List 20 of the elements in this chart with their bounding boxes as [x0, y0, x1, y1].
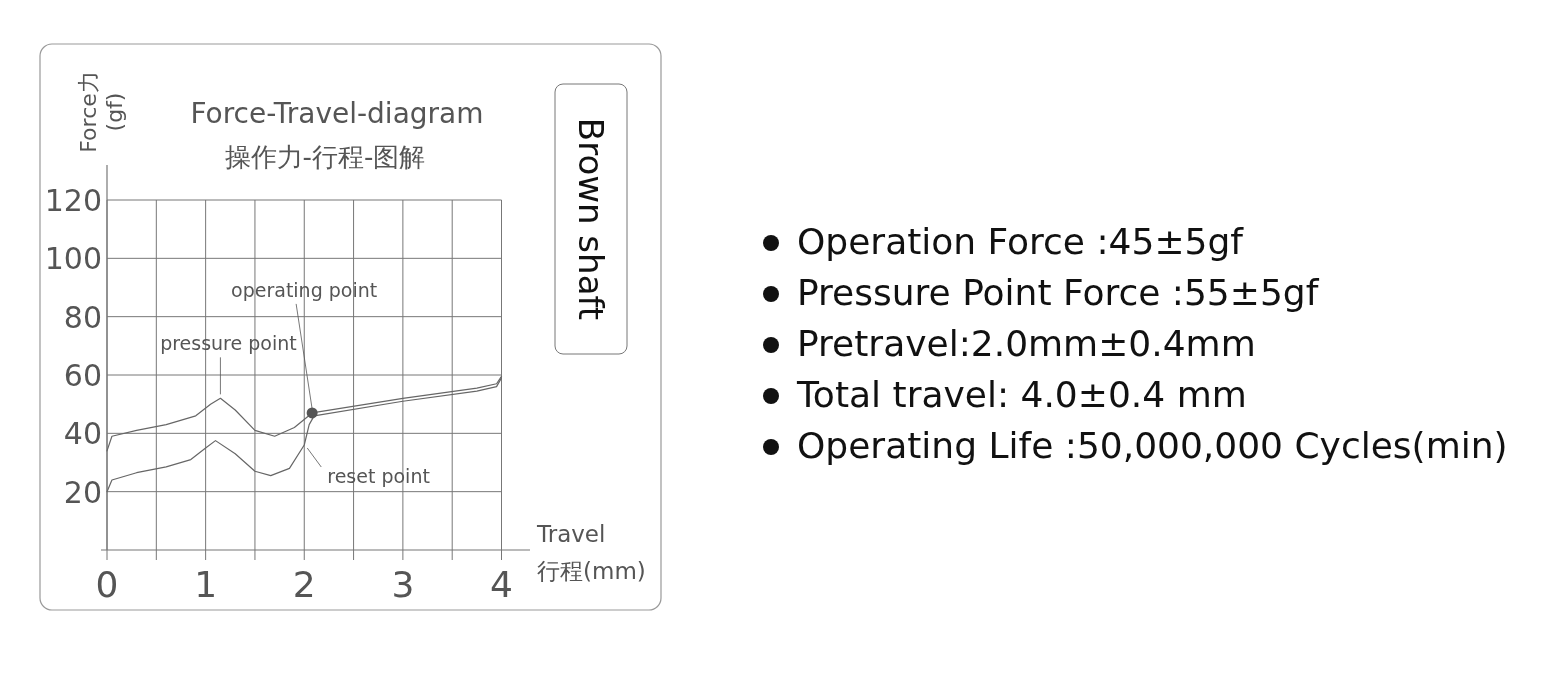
x-tick-label: 0	[95, 564, 119, 605]
y-tick-label: 20	[63, 474, 102, 510]
y-axis-title: Force力 (gf)	[76, 71, 127, 153]
text: Operation Force :45±5gf	[797, 221, 1245, 262]
x-axis-title: Travel 行程(mm)	[536, 521, 646, 584]
text: Pressure Point Force :55±5gf	[797, 272, 1320, 313]
text: Pretravel:2.0mm±0.4mm	[797, 323, 1256, 364]
y-tick-label: 100	[44, 241, 102, 277]
text: Total travel: 4.0±0.4 mm	[796, 374, 1247, 415]
chart-title: Force-Travel-diagram	[190, 97, 484, 130]
y-tick-label: 40	[63, 416, 102, 452]
y-tick-label: 80	[63, 299, 102, 335]
x-tick-label: 4	[490, 564, 513, 605]
text: Brown shaft	[571, 117, 611, 321]
x-tick-label: 1	[194, 564, 218, 605]
y-tick-label: 60	[63, 358, 102, 393]
y-tick-label: 120	[44, 183, 102, 218]
x-tick-label: 3	[391, 564, 415, 605]
x-tick-label: 2	[292, 564, 316, 605]
text: Operating Life :50,000,000 Cycles(min)	[797, 425, 1508, 466]
